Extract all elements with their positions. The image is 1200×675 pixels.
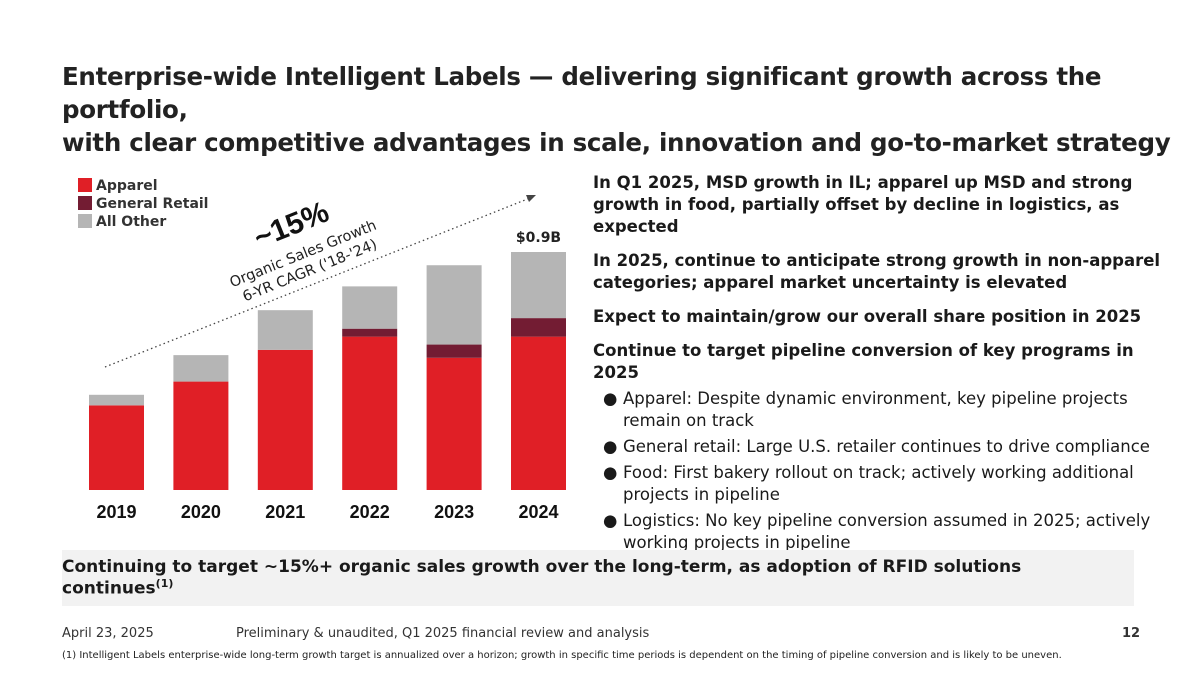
title-line: Enterprise-wide Intelligent Labels — del… — [62, 62, 1102, 124]
bar-2020-apparel — [173, 381, 229, 490]
legend-label: All Other — [96, 214, 166, 230]
bar-2022-all-other — [342, 286, 398, 329]
footer-date: April 23, 2025 — [62, 626, 154, 641]
legend-swatch-all-other — [78, 214, 92, 228]
page-number: 12 — [1122, 626, 1141, 641]
bar-2023-all-other — [426, 265, 482, 345]
x-tick-label: 2023 — [434, 502, 474, 522]
x-tick-label: 2021 — [265, 502, 305, 522]
bullet-item: ● General retail: Large U.S. retailer con… — [603, 437, 1150, 456]
commentary: In Q1 2025, MSD growth in IL; apparel up… — [593, 172, 1173, 558]
point-2025: In 2025, continue to anticipate strong g… — [593, 251, 1161, 292]
bar-2022-general-retail — [342, 328, 398, 337]
legend: Apparel General Retail All Other — [78, 178, 209, 230]
trend-arrow-head — [526, 195, 536, 202]
bar-2020-all-other — [173, 355, 229, 382]
footer-disclaimer: Preliminary & unaudited, Q1 2025 financi… — [236, 626, 650, 641]
bar-2019-all-other — [89, 394, 144, 406]
bar-2023-apparel — [426, 357, 482, 490]
bar-2024-all-other — [511, 252, 566, 319]
footnote: (1) Intelligent Labels enterprise-wide l… — [62, 650, 1062, 661]
data-label-total: $0.9B — [516, 230, 561, 246]
bar-2024-apparel — [511, 336, 566, 490]
x-tick-label: 2024 — [518, 502, 558, 522]
x-tick-label: 2022 — [350, 502, 390, 522]
banner-text: Continuing to target ~15%+ organic sales… — [62, 557, 1022, 599]
legend-swatch-general-retail — [78, 196, 92, 210]
target-banner: Continuing to target ~15%+ organic sales… — [62, 550, 1134, 606]
bar-2021-apparel — [257, 349, 313, 490]
bullet-item: ● Logistics: No key pipeline conversion a… — [603, 511, 1151, 552]
bar-2023-general-retail — [426, 344, 482, 358]
point-share: Expect to maintain/grow our overall shar… — [593, 307, 1142, 326]
bullet-item: ● Apparel: Despite dynamic environment, k… — [603, 389, 1128, 430]
bar-2021-all-other — [257, 310, 313, 350]
legend-label: Apparel — [96, 178, 158, 194]
legend-swatch-apparel — [78, 178, 92, 192]
legend-label: General Retail — [96, 196, 209, 212]
pipeline-bullets: ● Apparel: Despite dynamic environment, k… — [593, 388, 1173, 554]
title-line: with clear competitive advantages in sca… — [62, 128, 1171, 157]
bar-2024-general-retail — [511, 318, 566, 337]
point-q1: In Q1 2025, MSD growth in IL; apparel up… — [593, 173, 1133, 236]
page-title: Enterprise-wide Intelligent Labels — del… — [62, 60, 1182, 159]
x-tick-label: 2019 — [96, 502, 136, 522]
point-pipeline: Continue to target pipeline conversion o… — [593, 341, 1134, 382]
x-tick-label: 2020 — [181, 502, 221, 522]
bar-2022-apparel — [342, 336, 398, 490]
bullet-item: ● Food: First bakery rollout on track; ac… — [603, 463, 1134, 504]
bar-2019-apparel — [89, 405, 144, 490]
